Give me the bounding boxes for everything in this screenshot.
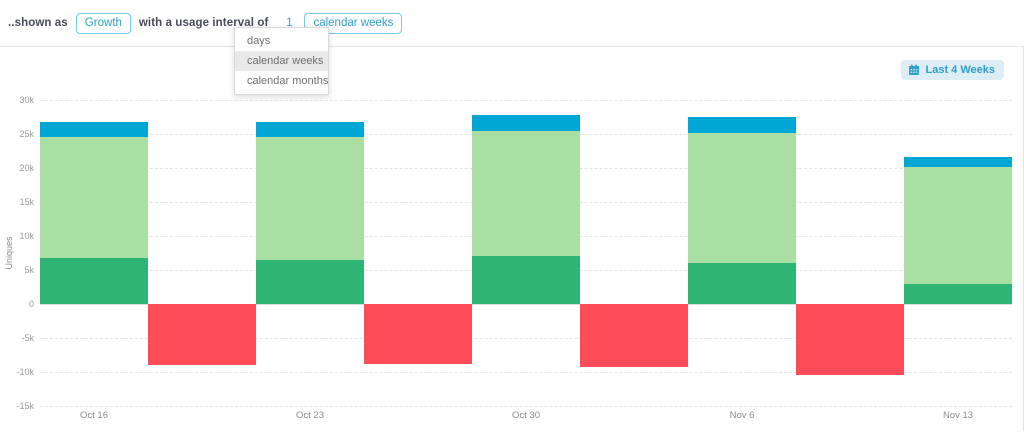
bar-segment-base-green[interactable] xyxy=(904,284,1012,304)
gridline xyxy=(40,372,1012,373)
x-tick-label: Oct 30 xyxy=(512,410,540,421)
dropdown-option-calendar-weeks[interactable]: calendar weeks xyxy=(235,51,328,71)
y-tick-label: 25k xyxy=(19,129,34,139)
y-tick-label: 20k xyxy=(19,163,34,173)
bar-segment-base-green[interactable] xyxy=(472,256,580,304)
y-tick-label: -15k xyxy=(16,401,34,411)
y-tick-label: 5k xyxy=(24,265,34,275)
y-tick-label: 10k xyxy=(19,231,34,241)
x-tick-label: Oct 23 xyxy=(296,410,324,421)
bar-segment-base-green[interactable] xyxy=(688,262,796,304)
usage-interval-label: with a usage interval of xyxy=(138,17,269,29)
x-tick-label: Nov 6 xyxy=(729,410,755,421)
gridline xyxy=(40,100,1012,101)
y-tick-label: 15k xyxy=(19,197,34,207)
bar-segment-blue[interactable] xyxy=(688,117,796,134)
plot-area xyxy=(40,100,1012,407)
bar-segment-base-green[interactable] xyxy=(256,260,364,304)
dropdown-option-calendar-months[interactable]: calendar months xyxy=(247,75,329,87)
date-range-button[interactable]: Last 4 Weeks xyxy=(901,60,1004,80)
y-tick-label: -5k xyxy=(21,333,34,343)
y-tick-label: 0 xyxy=(28,299,34,309)
dropdown-option-days[interactable]: days xyxy=(247,35,271,47)
bar-segment-blue[interactable] xyxy=(40,121,148,138)
bar-segment-light-green[interactable] xyxy=(688,133,796,263)
bar-segment-blue[interactable] xyxy=(472,114,580,132)
churn-bar[interactable] xyxy=(580,304,688,367)
y-tick-label: 30k xyxy=(19,95,34,105)
churn-bar[interactable] xyxy=(796,304,904,376)
bar-segment-light-green[interactable] xyxy=(472,131,580,257)
gridline xyxy=(40,338,1012,339)
bar-segment-blue[interactable] xyxy=(904,157,1012,167)
bar-segment-light-green[interactable] xyxy=(904,166,1012,285)
shown-as-label: ..shown as xyxy=(8,17,68,29)
bar-segment-light-green[interactable] xyxy=(40,137,148,258)
zero-gridline xyxy=(40,304,1012,305)
calendar-icon xyxy=(909,64,920,75)
chart-controls-bar: ..shown as Growth with a usage interval … xyxy=(0,0,1024,47)
chart-card: Last 4 Weeks Uniques 30k 25k 20k 15k 10k 5k 0-… xyxy=(0,47,1024,431)
churn-bar[interactable] xyxy=(364,304,472,364)
churn-bar[interactable] xyxy=(148,304,256,365)
bar-segment-base-green[interactable] xyxy=(40,257,148,304)
x-tick-label: Nov 13 xyxy=(942,410,974,421)
bar-segment-light-green[interactable] xyxy=(256,137,364,261)
date-range-label: Last 4 Weeks xyxy=(925,64,995,76)
shown-as-button[interactable]: Growth xyxy=(75,12,131,34)
bar-segment-blue[interactable] xyxy=(256,122,364,138)
gridline xyxy=(40,406,1012,407)
interval-unit-dropdown: days calendar weeks calendar months xyxy=(234,27,329,95)
x-tick-label: Oct 16 xyxy=(80,410,108,421)
y-axis-ticks: 30k 25k 20k 15k 10k 5k 0 -5k -10k -15k xyxy=(0,95,36,411)
y-tick-label: -10k xyxy=(16,367,34,377)
x-axis-labels: Oct 16 Oct 23 Oct 30 Nov 6 Nov 13 xyxy=(40,410,1012,424)
